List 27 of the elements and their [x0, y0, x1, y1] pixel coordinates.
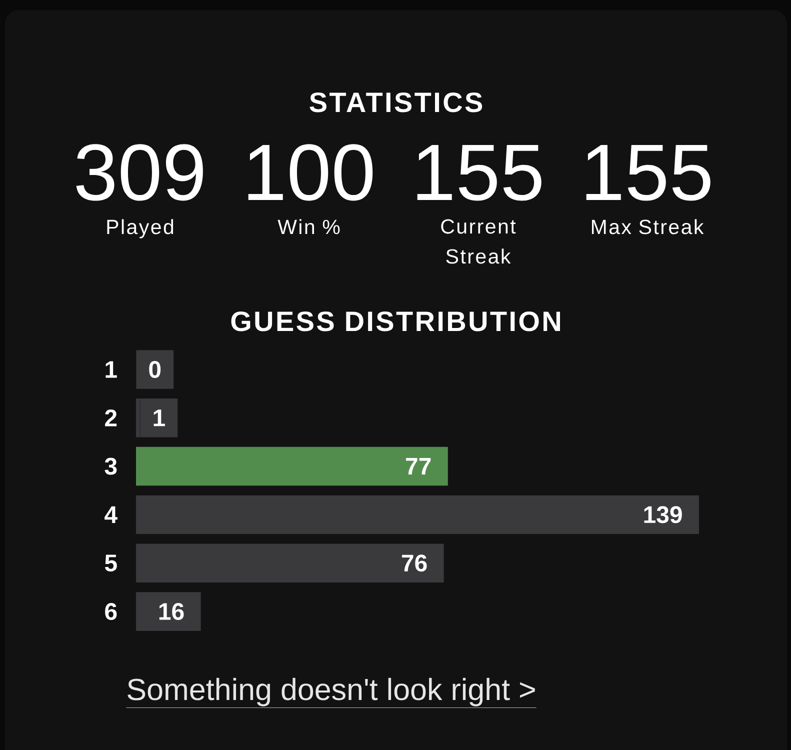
- bar: [136, 495, 700, 534]
- y-tick-label: 6: [105, 602, 117, 620]
- y-tick-label: 2: [105, 410, 117, 426]
- data-label: 77: [406, 458, 431, 475]
- text: STATISTICS: [310, 92, 482, 112]
- text: 309: [76, 144, 203, 201]
- text: Max Streak: [592, 219, 704, 234]
- text: 155: [586, 144, 710, 201]
- text: Something doesn't look right >: [128, 678, 535, 706]
- text: Win %: [278, 219, 340, 234]
- data-label: 139: [644, 506, 682, 524]
- y-tick-label: 3: [104, 458, 117, 475]
- text: Current Streak: [441, 219, 516, 264]
- data-label: 76: [402, 554, 427, 572]
- chart-title: GUESS DISTRIBUTION: [231, 311, 560, 332]
- y-tick-label: 1: [106, 361, 117, 378]
- bar: [136, 544, 444, 582]
- data-label: 1: [154, 410, 165, 426]
- data-label: 16: [159, 602, 184, 620]
- y-tick-label: 5: [104, 554, 117, 572]
- text: Played: [107, 219, 174, 238]
- text: 100: [248, 144, 373, 201]
- bar: [136, 446, 448, 486]
- text: 155: [417, 144, 542, 201]
- data-label: 0: [149, 360, 161, 378]
- y-tick-label: 4: [104, 506, 118, 523]
- bar: [136, 592, 201, 631]
